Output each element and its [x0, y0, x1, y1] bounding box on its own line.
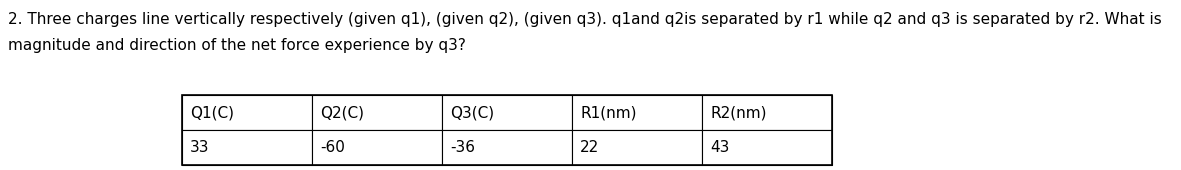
Text: magnitude and direction of the net force experience by q3?: magnitude and direction of the net force… [8, 38, 465, 53]
Bar [702, 95, 831, 130]
Bar [182, 95, 312, 130]
Text: Q3(C): Q3(C) [450, 105, 494, 120]
Text: 22: 22 [580, 140, 599, 155]
Bar [702, 130, 831, 165]
Bar [182, 95, 831, 165]
Bar [572, 95, 702, 130]
Text: -60: -60 [320, 140, 345, 155]
Bar [312, 95, 442, 130]
Text: Q2(C): Q2(C) [320, 105, 364, 120]
Text: Q1(C): Q1(C) [190, 105, 234, 120]
Text: R2(nm): R2(nm) [710, 105, 766, 120]
Bar [572, 130, 702, 165]
Text: 33: 33 [190, 140, 209, 155]
Text: R1(nm): R1(nm) [580, 105, 637, 120]
Bar [182, 130, 312, 165]
Text: -36: -36 [450, 140, 475, 155]
Bar [442, 130, 572, 165]
Text: 43: 43 [710, 140, 730, 155]
Bar [312, 130, 442, 165]
Bar [442, 95, 572, 130]
Text: 2. Three charges line vertically respectively (given q1), (given q2), (given q3): 2. Three charges line vertically respect… [8, 12, 1162, 27]
